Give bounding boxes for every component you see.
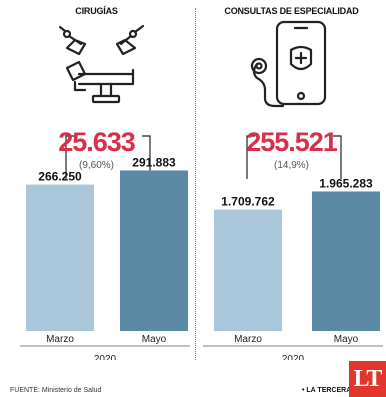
data-label: 266.250 bbox=[38, 170, 82, 184]
difference-value: 25.633 bbox=[58, 127, 136, 157]
bar bbox=[214, 209, 282, 331]
footer-source: FUENTE: Ministerio de Salud bbox=[10, 387, 102, 394]
panel-divider bbox=[195, 8, 196, 360]
bar bbox=[312, 191, 380, 331]
x-axis-label: 2020 bbox=[94, 354, 117, 360]
medical-phone-icon bbox=[247, 20, 342, 115]
difference-bracket bbox=[58, 131, 158, 186]
difference-value: 255.521 bbox=[246, 127, 338, 157]
difference-percent: (14,9%) bbox=[273, 160, 309, 171]
bar bbox=[26, 184, 94, 331]
category-label: Marzo bbox=[46, 334, 74, 345]
x-axis-label: 2020 bbox=[282, 354, 305, 360]
difference-percent: (9,60%) bbox=[78, 160, 114, 171]
data-label: 291.883 bbox=[132, 155, 176, 169]
chart-title: CONSULTAS DE ESPECIALIDAD bbox=[224, 6, 359, 16]
bar-group: 1.709.762 Marzo 1.965.283 Mayo 2020 bbox=[203, 176, 383, 360]
difference-bracket bbox=[239, 129, 349, 184]
category-label: Mayo bbox=[142, 334, 167, 345]
data-label: 1.965.283 bbox=[319, 176, 373, 190]
bar bbox=[120, 170, 188, 331]
data-label: 1.709.762 bbox=[221, 195, 275, 209]
surgery-icon bbox=[55, 22, 150, 112]
category-label: Mayo bbox=[334, 334, 359, 345]
footer-brand: • LA TERCERA bbox=[302, 387, 352, 394]
la-tercera-logo: LT bbox=[349, 361, 386, 397]
bar-group: 266.250 Marzo 291.883 Mayo 2020 bbox=[20, 155, 190, 360]
category-label: Marzo bbox=[234, 334, 262, 345]
chart-cirugias: CIRUGÍAS 25.633 (9,60%) 26 bbox=[0, 0, 193, 360]
chart-title: CIRUGÍAS bbox=[75, 6, 118, 16]
chart-consultas: CONSULTAS DE ESPECIALIDAD 255.521 (14,9%… bbox=[197, 0, 386, 360]
